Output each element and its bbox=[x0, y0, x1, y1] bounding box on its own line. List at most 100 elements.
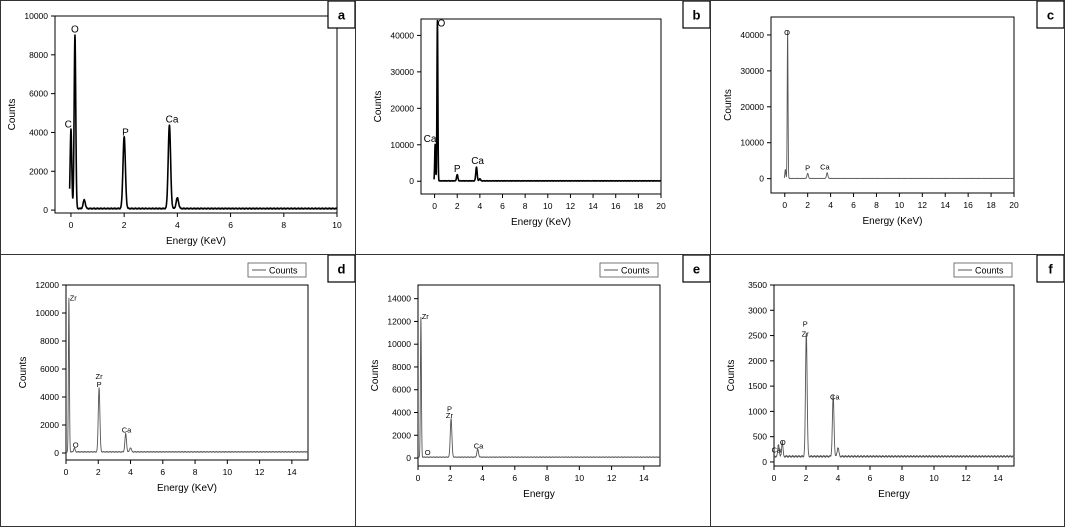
y-tick-label: 30000 bbox=[390, 67, 414, 77]
panel-letter-box bbox=[327, 254, 356, 283]
x-tick-label: 8 bbox=[523, 201, 528, 211]
x-tick-label: 0 bbox=[772, 473, 777, 483]
y-tick-label: 2000 bbox=[40, 420, 59, 430]
peak-label: O bbox=[780, 438, 786, 447]
x-tick-label: 8 bbox=[545, 473, 550, 483]
y-axis-label: Counts bbox=[7, 99, 18, 131]
panel-letter: e bbox=[693, 262, 700, 277]
spectrum-line bbox=[783, 30, 1015, 180]
peak-label: Zr bbox=[70, 293, 78, 302]
chart-panel-e: 0 2 4 6 8 10 12 14 0 2000 4000 6000 8000 10000 12000 14… bbox=[355, 254, 711, 527]
y-axis-label: Counts bbox=[723, 89, 734, 121]
y-axis-label: Counts bbox=[370, 360, 381, 392]
peak-label: P bbox=[805, 163, 810, 172]
x-tick-label: 12 bbox=[566, 201, 576, 211]
x-tick-label: 12 bbox=[918, 200, 928, 210]
y-tick-label: 12000 bbox=[387, 316, 411, 326]
chart-svg-a: 0 2 4 6 8 10 0 2000 4000 6000 8000 10000 Energy (KeV… bbox=[7, 0, 356, 247]
peak-label: O bbox=[784, 28, 790, 37]
x-tick-label: 10 bbox=[929, 473, 939, 483]
x-tick-label: 2 bbox=[455, 201, 460, 211]
x-tick-label: 0 bbox=[432, 201, 437, 211]
peak-label: P bbox=[122, 127, 129, 138]
spectrum-line bbox=[433, 19, 662, 182]
y-tick-label: 20000 bbox=[740, 102, 764, 112]
y-tick-label: 0 bbox=[54, 448, 59, 458]
spectrum-line bbox=[65, 297, 309, 453]
x-tick-label: 4 bbox=[175, 220, 180, 230]
plot-frame bbox=[773, 284, 1015, 467]
y-tick-label: 30000 bbox=[740, 66, 764, 76]
x-tick-label: 8 bbox=[900, 473, 905, 483]
y-tick-label: 8000 bbox=[392, 362, 411, 372]
x-tick-label: 4 bbox=[828, 200, 833, 210]
panel-letter-box bbox=[1036, 254, 1065, 283]
legend-box bbox=[953, 262, 1013, 278]
panel-letter: d bbox=[338, 262, 346, 277]
y-tick-label: 2500 bbox=[748, 331, 767, 341]
x-tick-label: 10 bbox=[223, 467, 233, 477]
x-tick-label: 14 bbox=[940, 200, 950, 210]
x-tick-label: 2 bbox=[122, 220, 127, 230]
legend-label: Counts bbox=[269, 266, 298, 276]
x-tick-label: 14 bbox=[287, 467, 297, 477]
peak-label: Ca bbox=[166, 115, 179, 126]
chart-svg-b: 0 2 4 6 8 10 12 14 16 18 20 0 10000 20000 30000 40000 En… bbox=[373, 0, 711, 228]
chart-svg-f: 0 2 4 6 8 10 12 14 0 500 1000 1500 2000 2500 3000 3500 E… bbox=[726, 254, 1065, 500]
x-tick-label: 0 bbox=[782, 200, 787, 210]
legend-box bbox=[247, 262, 307, 278]
y-tick-label: 4000 bbox=[392, 407, 411, 417]
x-tick-label: 12 bbox=[255, 467, 265, 477]
x-tick-label: 10 bbox=[332, 220, 342, 230]
panel-letter-box bbox=[1036, 0, 1065, 29]
x-axis-label: Energy (KeV) bbox=[157, 483, 217, 494]
x-tick-label: 14 bbox=[588, 201, 598, 211]
peak-label: P bbox=[803, 319, 808, 328]
peak-label: O bbox=[73, 440, 79, 449]
x-tick-label: 6 bbox=[512, 473, 517, 483]
y-tick-label: 2000 bbox=[748, 356, 767, 366]
peak-label: P bbox=[97, 380, 102, 389]
y-tick-label: 10000 bbox=[390, 140, 414, 150]
y-tick-label: 3000 bbox=[748, 305, 767, 315]
x-axis-label: Energy (KeV) bbox=[862, 216, 922, 227]
x-tick-label: 0 bbox=[69, 220, 74, 230]
x-tick-label: 4 bbox=[128, 467, 133, 477]
panel-letter: a bbox=[338, 8, 346, 23]
y-tick-label: 3500 bbox=[748, 280, 767, 290]
y-tick-label: 2000 bbox=[29, 166, 48, 176]
y-tick-label: 0 bbox=[43, 205, 48, 215]
x-tick-label: 18 bbox=[986, 200, 996, 210]
y-axis-label: Counts bbox=[373, 91, 384, 123]
x-tick-label: 16 bbox=[963, 200, 973, 210]
peak-label: P bbox=[447, 404, 452, 413]
x-tick-label: 2 bbox=[448, 473, 453, 483]
chart-svg-d: 0 2 4 6 8 10 12 14 0 2000 4000 6000 8000 10000 12000 En… bbox=[18, 254, 356, 494]
peak-label: O bbox=[425, 448, 431, 457]
peak-label: Ca bbox=[474, 441, 484, 450]
peak-label: Ca bbox=[820, 162, 830, 171]
plot-frame bbox=[770, 16, 1015, 194]
plot-frame bbox=[417, 284, 661, 467]
chart-svg-e: 0 2 4 6 8 10 12 14 0 2000 4000 6000 8000 10000 12000 14… bbox=[370, 254, 711, 500]
y-tick-label: 2000 bbox=[392, 430, 411, 440]
y-tick-label: 4000 bbox=[40, 392, 59, 402]
y-tick-label: 10000 bbox=[387, 339, 411, 349]
spectrum-line bbox=[68, 34, 338, 210]
x-tick-label: 6 bbox=[500, 201, 505, 211]
legend-label: Counts bbox=[975, 266, 1004, 276]
peak-label: Ca bbox=[772, 445, 782, 454]
x-tick-label: 14 bbox=[993, 473, 1003, 483]
y-tick-label: 40000 bbox=[390, 30, 414, 40]
y-tick-label: 0 bbox=[759, 174, 764, 184]
x-tick-label: 12 bbox=[961, 473, 971, 483]
peak-label: Zr bbox=[96, 372, 104, 381]
x-axis-label: Energy bbox=[523, 489, 555, 500]
x-tick-label: 18 bbox=[634, 201, 644, 211]
peak-label: O bbox=[437, 18, 445, 29]
x-axis-label: Energy bbox=[878, 489, 910, 500]
x-tick-label: 6 bbox=[868, 473, 873, 483]
y-tick-label: 14000 bbox=[387, 294, 411, 304]
y-tick-label: 4000 bbox=[29, 127, 48, 137]
x-tick-label: 16 bbox=[611, 201, 621, 211]
